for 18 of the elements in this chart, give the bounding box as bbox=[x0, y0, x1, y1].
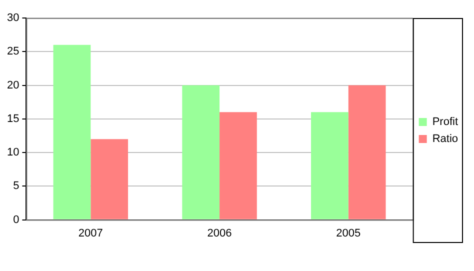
y-tick-label: 20 bbox=[6, 79, 20, 92]
legend-label: Profit bbox=[432, 116, 458, 128]
x-tick-label: 2007 bbox=[78, 227, 103, 240]
x-tick-label: 2005 bbox=[336, 227, 361, 240]
x-tick-label: 2006 bbox=[207, 227, 232, 240]
y-tick-label: 30 bbox=[6, 12, 20, 24]
y-tick-label: 15 bbox=[6, 112, 20, 125]
y-tick-label: 5 bbox=[13, 180, 20, 192]
bar bbox=[348, 85, 386, 220]
bar bbox=[220, 112, 257, 220]
y-tick-label: 25 bbox=[6, 46, 20, 58]
bar bbox=[90, 139, 128, 220]
y-tick-label: 0 bbox=[13, 214, 20, 226]
legend-label: Ratio bbox=[432, 133, 458, 146]
bar bbox=[53, 44, 91, 220]
y-tick-label: 10 bbox=[6, 146, 20, 159]
bar bbox=[311, 112, 348, 220]
bar bbox=[182, 85, 220, 220]
